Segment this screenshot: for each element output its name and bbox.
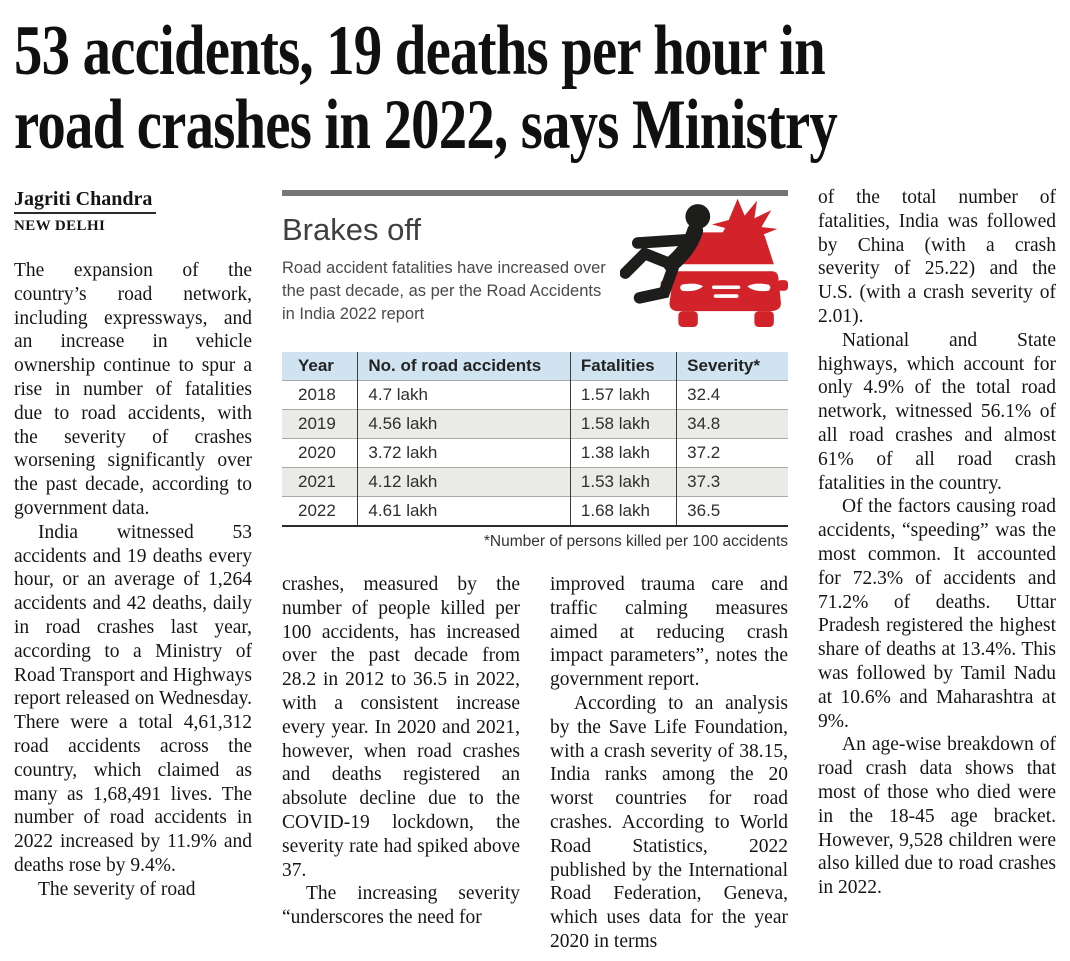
table-row: 2019 4.56 lakh 1.58 lakh 34.8 [282,409,788,439]
column-header-year: Year [282,352,358,381]
cell-fatalities: 1.58 lakh [569,409,677,439]
cell-severity: 37.3 [676,467,788,497]
cell-year: 2021 [282,467,358,497]
infographic-header: Brakes off Road accident fatalities have… [282,198,788,338]
cell-accidents: 4.61 lakh [357,496,571,526]
cell-accidents: 4.56 lakh [357,409,571,439]
article-paragraph: of the total number of fatalities, India… [818,187,1056,327]
infographic-subtitle: Road accident fatalities have increased … [282,259,606,323]
article-paragraph: The severity of road [38,878,196,900]
accidents-data-table: Year No. of road accidents Fatalities Se… [282,352,788,527]
cell-fatalities: 1.57 lakh [569,380,677,410]
article-body: Jagriti Chandra NEW DELHI The expansion … [14,186,1056,954]
article-paragraph: National and State highways, which accou… [818,329,1056,494]
cell-year: 2022 [298,501,336,520]
cell-severity: 34.8 [676,409,788,439]
column-header-accidents: No. of road accidents [357,352,571,381]
article-paragraph: An age-wise breakdown of road crash data… [818,734,1056,899]
article-paragraph: India witnessed 53 accidents and 19 deat… [14,521,252,876]
article-paragraph: Of the factors causing road accidents, “… [818,496,1056,732]
pedestrian-hit-by-car-icon [620,198,788,328]
column-header-fatalities: Fatalities [569,352,677,381]
cell-year: 2020 [298,443,336,462]
cell-accidents: 4.7 lakh [357,380,571,410]
cell-fatalities: 1.38 lakh [569,438,677,468]
byline-author: Jagriti Chandra [14,188,157,214]
cell-fatalities: 1.68 lakh [569,496,677,526]
article-paragraph: According to an analysis by the Save Lif… [550,692,788,952]
table-row: 2020 3.72 lakh 1.38 lakh 37.2 [282,438,788,468]
cell-year: 2019 [282,409,358,439]
cell-fatalities: 1.53 lakh [569,467,677,497]
table-row: 2022 4.61 lakh 1.68 lakh 36.5 [282,496,788,526]
text-column-2: crashes, measured by the number of peopl… [282,573,520,954]
table-row: 2018 4.7 lakh 1.57 lakh 32.4 [282,380,788,410]
article-paragraph: crashes, measured by the number of peopl… [282,574,520,881]
middle-section: Brakes off Road accident fatalities have… [282,186,788,954]
byline-location: NEW DELHI [14,218,106,234]
cell-accidents: 3.72 lakh [357,438,571,468]
column-1-paragraphs: The expansion of the country’s road netw… [14,259,252,902]
table-footnote: *Number of persons killed per 100 accide… [483,533,788,550]
article-paragraph: The expansion of the country’s road netw… [14,260,252,519]
headline-line-2: road crashes in 2022, says Ministry [14,86,838,164]
cell-severity: 37.2 [676,438,788,468]
article-paragraph: improved trauma care and traffic calming… [550,574,788,691]
table-header-row: Year No. of road accidents Fatalities Se… [282,352,788,381]
text-column-4: of the total number of fatalities, India… [818,186,1056,954]
byline: Jagriti Chandra NEW DELHI [14,188,252,235]
cell-accidents: 4.12 lakh [357,467,571,497]
table-row: 2021 4.12 lakh 1.53 lakh 37.3 [282,467,788,497]
article-paragraph: The increasing severity “underscores the… [282,883,520,929]
cell-year: 2018 [298,385,336,404]
infographic-top-rule [282,190,788,196]
article-headline: 53 accidents, 19 deaths per hour in road… [14,14,1056,162]
middle-text-columns: crashes, measured by the number of peopl… [282,573,788,954]
column-header-severity: Severity* [676,352,788,381]
cell-severity: 36.5 [676,496,788,526]
headline-line-1: 53 accidents, 19 deaths per hour in [14,12,826,90]
cell-severity: 32.4 [676,380,788,410]
text-column-1: Jagriti Chandra NEW DELHI The expansion … [14,186,252,954]
brakes-off-infographic: Brakes off Road accident fatalities have… [282,190,788,551]
infographic-title: Brakes off [282,212,422,247]
text-column-3: improved trauma care and traffic calming… [550,573,788,954]
